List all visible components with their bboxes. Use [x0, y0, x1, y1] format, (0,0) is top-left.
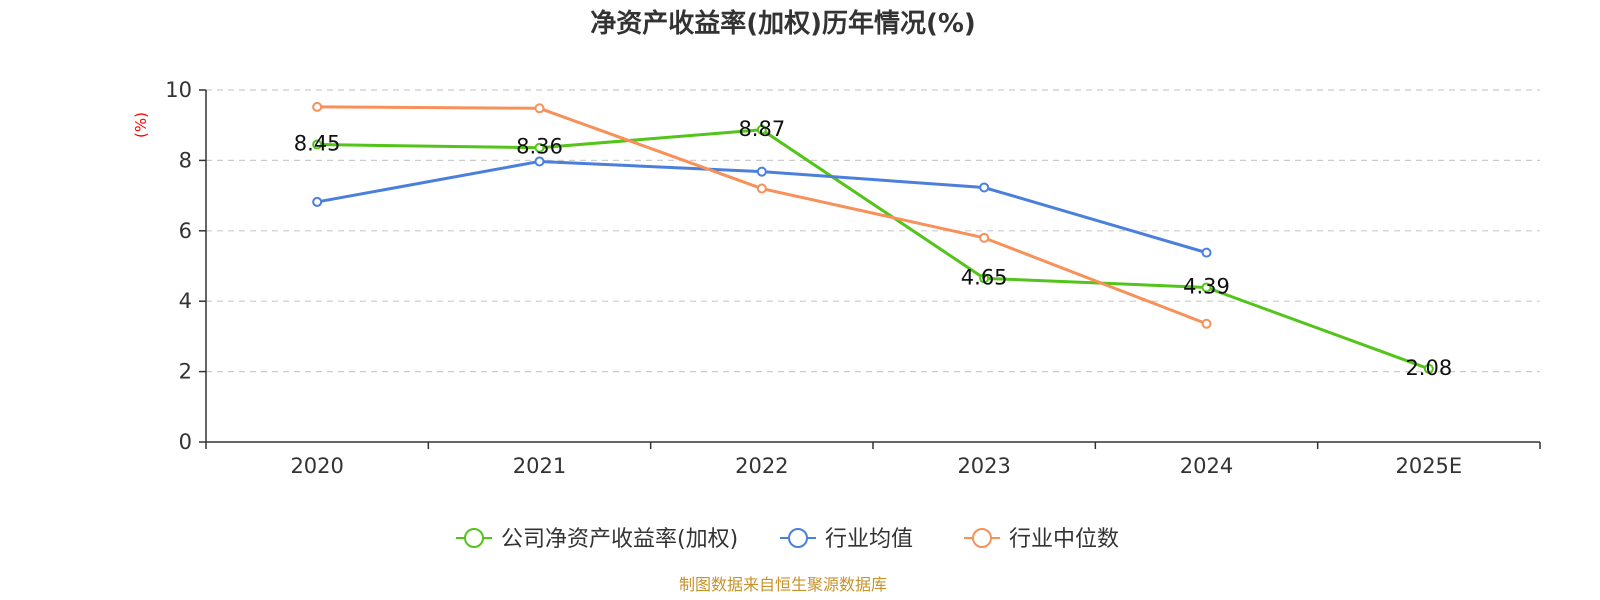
- data-point: [1201, 247, 1212, 258]
- x-tick-label: 2024: [1180, 454, 1233, 478]
- y-tick-label: 4: [179, 289, 192, 313]
- data-point: [1423, 363, 1434, 374]
- data-point: [534, 103, 545, 114]
- data-labels: 8.45 8.36 8.87 4.65 4.39 2.08: [294, 117, 1452, 380]
- y-tick-label: 6: [179, 219, 192, 243]
- x-tick-label: 2020: [290, 454, 343, 478]
- data-point: [979, 273, 990, 284]
- y-tick-label: 0: [179, 430, 192, 454]
- data-point: [312, 196, 323, 207]
- series-lines: [312, 101, 1434, 374]
- legend-circle-icon: [788, 528, 808, 548]
- data-point: [534, 156, 545, 167]
- legend-label: 行业均值: [825, 527, 913, 552]
- data-point: [756, 166, 767, 177]
- x-tick-label: 2023: [957, 454, 1010, 478]
- legend-label: 公司净资产收益率(加权): [501, 527, 738, 552]
- y-tick-label: 8: [179, 148, 192, 172]
- legend-item-2[interactable]: 行业均值: [780, 527, 913, 552]
- legend-label: 行业中位数: [1009, 527, 1119, 552]
- series-line-1: [317, 128, 1430, 371]
- legend-circle-icon: [464, 528, 484, 548]
- y-tick-label: 2: [179, 360, 192, 384]
- x-tick-label: 2025E: [1395, 454, 1462, 478]
- data-label: 2.08: [1405, 356, 1452, 380]
- gridlines: [206, 89, 1540, 373]
- x-tick-label: 2021: [513, 454, 566, 478]
- data-point: [979, 232, 990, 243]
- data-point: [756, 124, 767, 135]
- data-label: 8.45: [294, 132, 341, 156]
- data-point: [1201, 318, 1212, 329]
- data-label: 4.65: [961, 265, 1008, 289]
- data-point: [312, 101, 323, 112]
- axes: 0 2 4 6 8 10 2020 2021 2022 2023 2024 2025E: [165, 78, 1541, 478]
- source-note: 制图数据来自恒生聚源数据库: [679, 575, 887, 594]
- x-tick-label: 2022: [735, 454, 788, 478]
- data-point: [534, 142, 545, 153]
- legend[interactable]: 公司净资产收益率(加权) 行业均值 行业中位数: [456, 527, 1119, 552]
- y-axis-unit-label: (%): [132, 112, 150, 138]
- data-point: [312, 139, 323, 150]
- legend-circle-icon: [972, 528, 992, 548]
- y-tick-label: 10: [165, 78, 192, 102]
- data-label: 8.87: [738, 117, 785, 141]
- legend-item-3[interactable]: 行业中位数: [964, 527, 1119, 552]
- chart-title: 净资产收益率(加权)历年情况(%): [590, 8, 976, 39]
- data-point: [756, 183, 767, 194]
- data-point: [1201, 282, 1212, 293]
- legend-item-1[interactable]: 公司净资产收益率(加权): [456, 527, 738, 552]
- data-point: [979, 182, 990, 193]
- data-label: 8.36: [516, 135, 563, 159]
- data-label: 4.39: [1183, 274, 1230, 298]
